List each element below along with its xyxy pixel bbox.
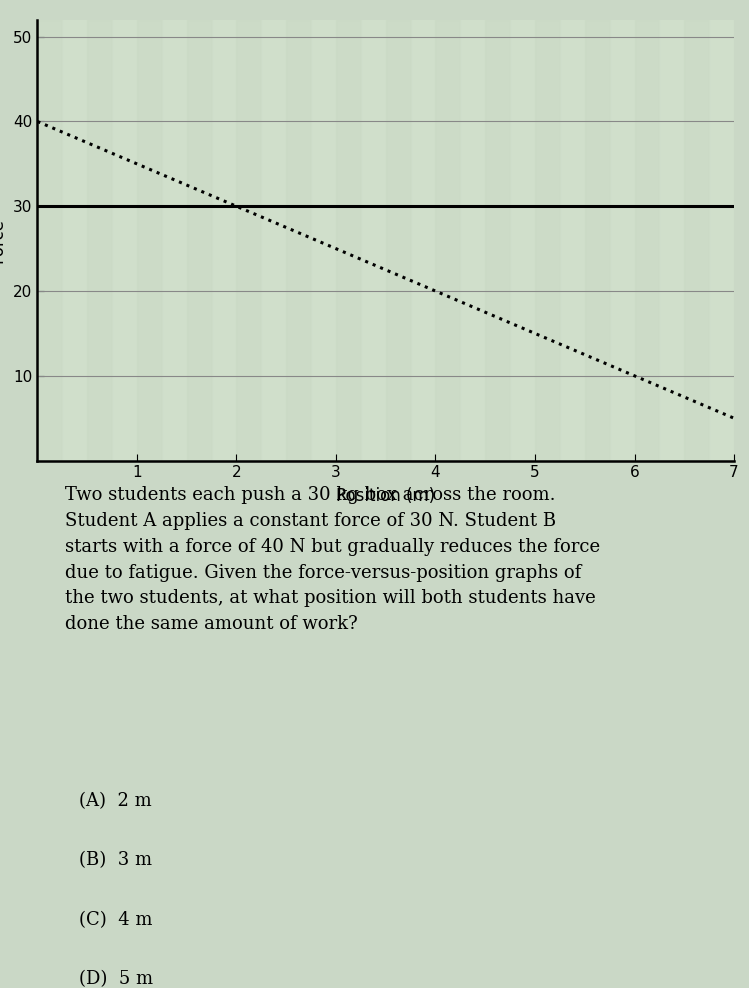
Bar [461,20,485,460]
Bar [535,20,560,460]
Bar [485,20,510,460]
Bar [286,20,311,460]
Bar [709,20,734,460]
Bar [37,20,62,460]
Text: (A)  2 m: (A) 2 m [79,791,152,810]
Text: Two students each push a 30 kg box across the room.
Student A applies a constant: Two students each push a 30 kg box acros… [65,486,601,633]
Bar [510,20,535,460]
Bar [311,20,336,460]
Bar [560,20,585,460]
Text: (B)  3 m: (B) 3 m [79,852,152,869]
Bar [162,20,187,460]
Bar [435,20,461,460]
Bar [336,20,361,460]
Bar [685,20,709,460]
Bar [211,20,237,460]
X-axis label: Position (m): Position (m) [336,487,435,506]
Bar [361,20,386,460]
Y-axis label: Force: Force [0,217,6,263]
Bar [112,20,137,460]
Bar [62,20,87,460]
Bar [237,20,261,460]
Bar [585,20,610,460]
Bar [734,20,749,460]
Bar [87,20,112,460]
Bar [410,20,435,460]
Bar [137,20,162,460]
Bar [187,20,211,460]
Bar [634,20,659,460]
Bar [386,20,410,460]
Bar [610,20,634,460]
Bar [659,20,685,460]
Bar [261,20,286,460]
Text: (D)  5 m: (D) 5 m [79,970,154,988]
Text: (C)  4 m: (C) 4 m [79,911,153,929]
